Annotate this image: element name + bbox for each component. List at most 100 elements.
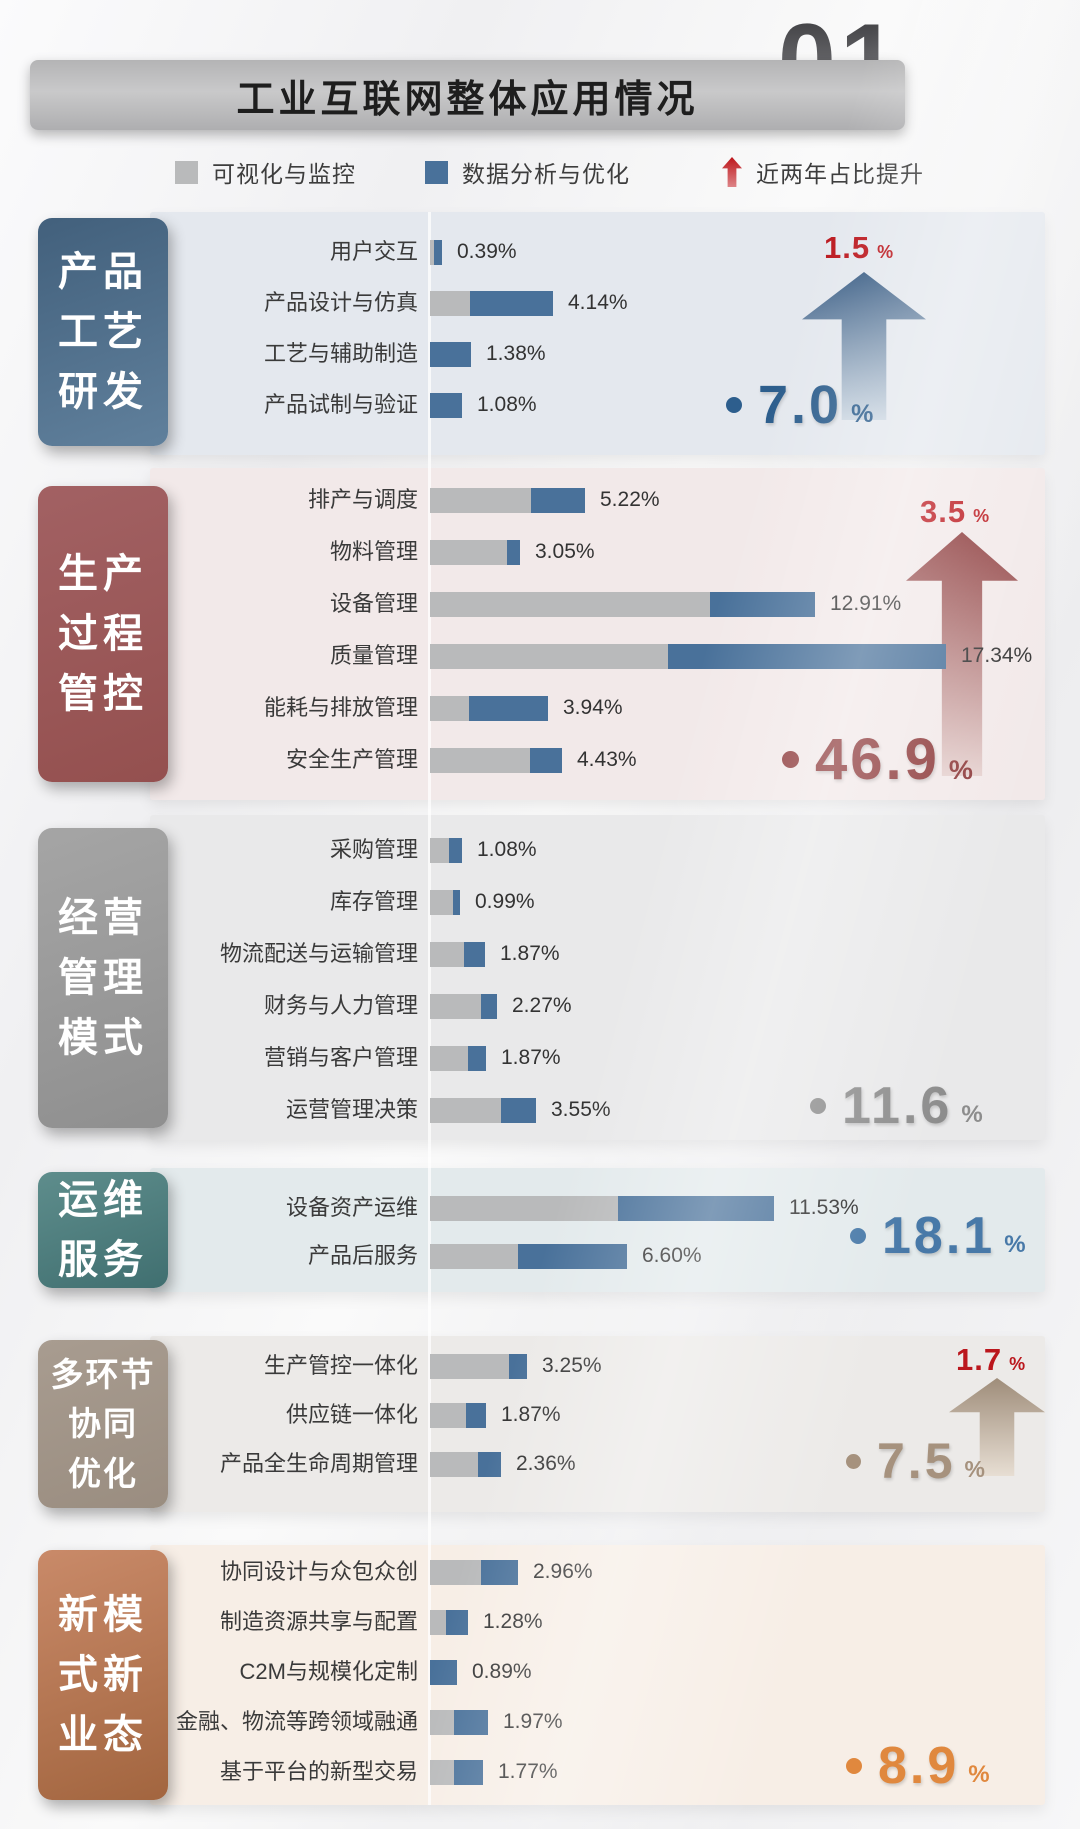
bar-value: 1.77% — [498, 1760, 558, 1783]
share-percent-sign: % — [964, 1456, 985, 1482]
category-box-s4: 运维 服务 — [38, 1172, 168, 1288]
bar-label: 质量管理 — [329, 643, 418, 668]
bar-label: 产品全生命周期管理 — [219, 1451, 418, 1476]
bar-label: 物流配送与运输管理 — [219, 941, 418, 966]
bar-label: 供应链一体化 — [285, 1402, 418, 1427]
share-percent-sign: % — [968, 1761, 990, 1788]
category-line: 服务 — [58, 1238, 148, 1282]
bar-value: 5.22% — [600, 488, 660, 511]
category-line: 经营 — [58, 896, 148, 940]
bar-value: 0.99% — [475, 890, 535, 913]
bar-label: 财务与人力管理 — [263, 993, 418, 1018]
bar-value: 6.60% — [642, 1244, 702, 1267]
growth-callout-s2: 3.5% — [920, 494, 989, 530]
bar-segment-visualization — [430, 1451, 478, 1477]
share-bullet-icon — [726, 397, 742, 413]
category-line: 优化 — [68, 1454, 138, 1492]
bar-segment-visualization — [430, 1195, 618, 1221]
bar-segment-optimization — [453, 889, 460, 915]
bar-value: 1.28% — [483, 1610, 543, 1633]
bar-segment-optimization — [668, 643, 946, 669]
share-value: 18.1 — [882, 1207, 996, 1265]
bar-value: 12.91% — [830, 592, 902, 615]
category-line: 新模 — [58, 1593, 148, 1637]
chart-baseline — [428, 212, 431, 1805]
growth-callout-s1: 1.5% — [824, 230, 893, 266]
share-percent-sign: % — [851, 400, 874, 428]
bar-value: 3.55% — [551, 1098, 611, 1121]
share-percent-sign: % — [1004, 1231, 1026, 1258]
bar-label: 工艺与辅助制造 — [263, 341, 418, 366]
section-panel-s1 — [150, 212, 1045, 455]
bar-segment-visualization — [430, 290, 470, 316]
bar-segment-visualization — [430, 1759, 454, 1785]
bar-value: 1.08% — [477, 838, 537, 861]
bar-segment-visualization — [430, 1243, 518, 1269]
bar-segment-optimization — [507, 539, 520, 565]
section-panel-s3 — [150, 815, 1045, 1140]
bar-value: 1.08% — [477, 393, 537, 416]
growth-percent-sign: % — [1009, 1354, 1026, 1374]
share-callout-s6: 8.9% — [846, 1736, 990, 1796]
bar-segment-optimization — [466, 1402, 486, 1428]
share-bullet-icon — [850, 1228, 866, 1244]
bar-label: 生产管控一体化 — [263, 1353, 418, 1378]
bar-label: 设备资产运维 — [285, 1195, 418, 1220]
category-line: 过程 — [58, 612, 148, 656]
up-arrow-icon — [722, 157, 742, 187]
bar-segment-optimization — [454, 1759, 483, 1785]
page-title: 工业互联网整体应用情况 — [236, 78, 699, 121]
growth-percent-sign: % — [973, 506, 990, 526]
bar-segment-optimization — [430, 341, 471, 367]
category-line: 研发 — [58, 370, 148, 414]
bar-value: 0.89% — [472, 1660, 532, 1683]
bar-label: 金融、物流等跨领域融通 — [175, 1709, 418, 1734]
bar-label: C2M与规模化定制 — [239, 1659, 418, 1684]
bar-segment-visualization — [430, 1559, 481, 1585]
share-value: 7.0 — [758, 375, 843, 435]
share-callout-s3: 11.6% — [810, 1076, 983, 1136]
share-value: 7.5 — [877, 1433, 956, 1489]
bar-value: 4.43% — [577, 748, 637, 771]
category-box-s5: 多环节 协同 优化 — [38, 1340, 168, 1508]
bar-segment-visualization — [430, 695, 469, 721]
bar-segment-optimization — [481, 1559, 518, 1585]
section-panel-s6 — [150, 1545, 1045, 1805]
bar-value: 11.53% — [789, 1196, 859, 1219]
bar-segment-visualization — [430, 1353, 509, 1379]
bar-segment-visualization — [430, 239, 434, 265]
share-callout-s1: 7.0% — [726, 374, 873, 436]
bar-value: 0.39% — [457, 240, 517, 263]
legend-label-visualization: 可视化与监控 — [212, 161, 356, 187]
title-bar: 工业互联网整体应用情况 — [30, 60, 905, 130]
bar-label: 产品后服务 — [307, 1243, 418, 1268]
growth-percent-sign: % — [877, 242, 894, 262]
bar-segment-visualization — [430, 643, 668, 669]
share-bullet-icon — [846, 1453, 861, 1469]
bar-label: 安全生产管理 — [285, 747, 418, 772]
bar-segment-optimization — [454, 1709, 488, 1735]
bar-label: 采购管理 — [329, 837, 418, 862]
bar-value: 3.05% — [535, 540, 595, 563]
bar-label: 产品设计与仿真 — [263, 290, 418, 315]
share-bullet-icon — [782, 751, 799, 768]
bar-segment-optimization — [509, 1353, 527, 1379]
bar-label: 物料管理 — [329, 539, 418, 564]
bar-label: 排产与调度 — [307, 487, 418, 512]
category-line: 运维 — [58, 1178, 148, 1222]
bar-value: 1.87% — [501, 1403, 561, 1426]
legend-label-growth: 近两年占比提升 — [756, 161, 924, 187]
bar-segment-visualization — [430, 539, 507, 565]
category-label-s4: 运维 服务 — [58, 1170, 148, 1290]
category-label-s5: 多环节 协同 优化 — [51, 1350, 156, 1499]
growth-value: 1.7 — [956, 1342, 1003, 1377]
legend-label-optimization: 数据分析与优化 — [462, 161, 630, 187]
category-line: 式新 — [58, 1653, 148, 1697]
bar-segment-optimization — [531, 487, 585, 513]
bar-segment-optimization — [618, 1195, 774, 1221]
growth-callout-s5: 1.7% — [956, 1342, 1025, 1378]
category-line: 管理 — [58, 956, 148, 1000]
category-box-s6: 新模 式新 业态 — [38, 1550, 168, 1800]
bar-segment-optimization — [446, 1609, 468, 1635]
